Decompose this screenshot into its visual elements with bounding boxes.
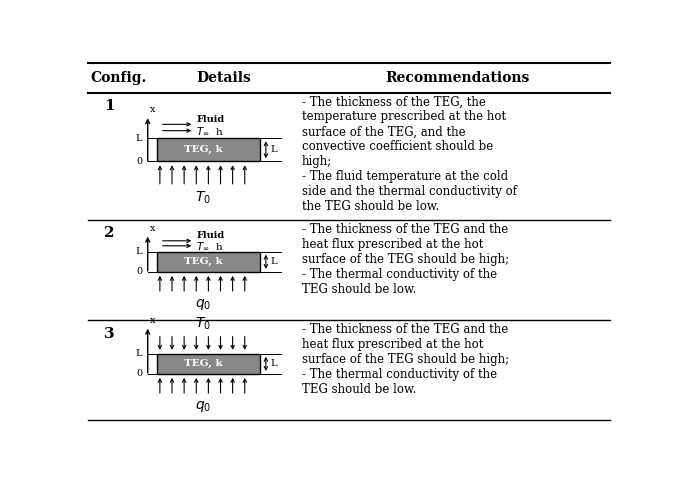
Text: L: L: [270, 360, 276, 368]
Text: Fluid: Fluid: [196, 115, 225, 124]
Text: L: L: [270, 257, 276, 267]
Text: - The thickness of the TEG, the
temperature prescribed at the hot
surface of the: - The thickness of the TEG, the temperat…: [302, 95, 516, 214]
Text: L: L: [270, 145, 276, 154]
Text: x: x: [150, 316, 155, 325]
Text: - The thickness of the TEG and the
heat flux prescribed at the hot
surface of th: - The thickness of the TEG and the heat …: [302, 323, 509, 396]
Text: $T_0$: $T_0$: [195, 315, 211, 332]
Text: TEG, k: TEG, k: [184, 145, 223, 154]
Text: Details: Details: [196, 71, 251, 85]
Text: 0: 0: [136, 369, 142, 378]
Text: x: x: [150, 105, 155, 114]
Text: 1: 1: [104, 99, 114, 113]
Text: Fluid: Fluid: [196, 231, 225, 241]
Text: 3: 3: [104, 326, 114, 340]
Bar: [157, 354, 259, 374]
Text: L: L: [136, 247, 142, 256]
Text: Recommendations: Recommendations: [385, 71, 529, 85]
Text: L: L: [136, 134, 142, 143]
Text: - The thickness of the TEG and the
heat flux prescribed at the hot
surface of th: - The thickness of the TEG and the heat …: [302, 223, 509, 296]
Text: $q_0$: $q_0$: [195, 399, 211, 414]
Text: $T_\infty$  h: $T_\infty$ h: [196, 125, 224, 136]
Text: TEG, k: TEG, k: [184, 359, 223, 368]
Text: $q_0$: $q_0$: [195, 297, 211, 312]
Text: $T_0$: $T_0$: [195, 190, 211, 206]
Bar: [157, 252, 259, 272]
Text: $T_\infty$  h: $T_\infty$ h: [196, 240, 224, 252]
Bar: [157, 138, 259, 161]
Text: 0: 0: [136, 268, 142, 276]
Text: TEG, k: TEG, k: [184, 257, 223, 267]
Text: x: x: [150, 224, 155, 233]
Text: 2: 2: [104, 227, 114, 241]
Text: L: L: [136, 349, 142, 358]
Text: 0: 0: [136, 157, 142, 166]
Text: Config.: Config.: [90, 71, 146, 85]
